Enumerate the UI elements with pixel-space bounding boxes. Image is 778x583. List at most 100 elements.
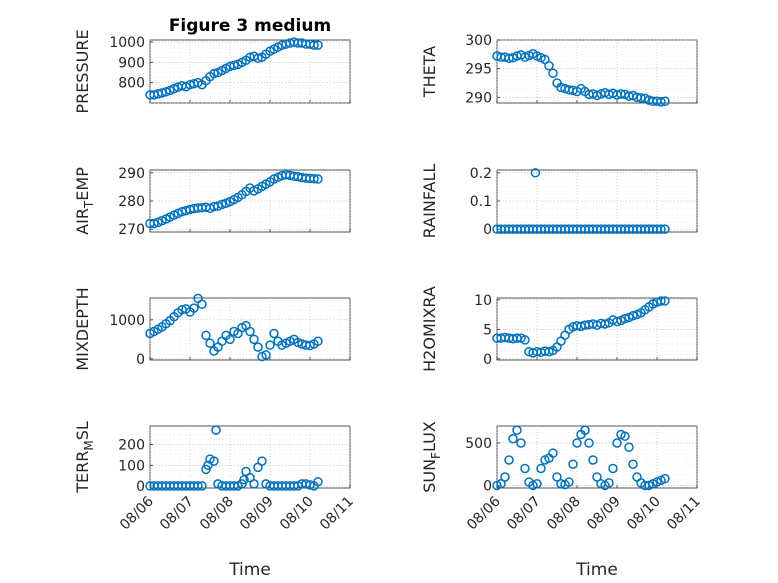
- data-point: [309, 40, 319, 50]
- subplot-8: 08/06 08/07 08/08 08/09 08/10 08/11 0 500 SUNFLU…: [420, 421, 704, 580]
- x-tick-label: 08/11: [664, 494, 704, 534]
- subplot-4: 0 0.1 0.2 RAINFALL: [420, 164, 698, 239]
- data-point: [604, 478, 614, 488]
- data-point: [520, 335, 530, 345]
- y-axis-label: SUNFLUX: [420, 421, 443, 493]
- series-markers: [492, 425, 670, 491]
- data-point: [600, 319, 610, 329]
- data-point: [532, 479, 542, 489]
- x-tick-label: 08/08: [197, 494, 237, 534]
- data-point: [656, 224, 666, 234]
- y-tick-label: 5: [483, 322, 492, 338]
- data-point: [496, 479, 506, 489]
- data-point: [592, 472, 602, 482]
- data-point: [588, 455, 598, 465]
- data-point: [209, 68, 219, 79]
- y-axis-label: THETA: [420, 46, 439, 98]
- data-point: [261, 350, 271, 360]
- y-tick-label: 0: [483, 222, 492, 238]
- data-point: [189, 303, 199, 313]
- data-point: [313, 40, 323, 50]
- y-tick-label: 290: [118, 166, 145, 182]
- data-point: [508, 433, 518, 444]
- y-tick-label: 0: [483, 478, 492, 494]
- data-point: [516, 438, 526, 448]
- data-point: [201, 330, 211, 341]
- x-axis-label: Time: [575, 560, 618, 580]
- data-point: [564, 477, 574, 487]
- data-point: [193, 481, 203, 491]
- data-point: [548, 448, 558, 458]
- data-point: [520, 463, 530, 474]
- y-tick-label: 1000: [109, 35, 145, 51]
- y-tick-label: 500: [465, 436, 492, 452]
- series-markers: [145, 170, 323, 229]
- data-point: [544, 346, 554, 357]
- data-point: [265, 340, 275, 350]
- y-tick-label: 200: [118, 438, 145, 454]
- axes-box: [149, 39, 351, 104]
- data-point: [161, 87, 171, 97]
- data-point: [572, 438, 582, 448]
- data-point: [197, 299, 207, 309]
- y-tick-label: 0: [483, 352, 492, 368]
- data-point: [249, 334, 259, 345]
- y-tick-label: 0: [136, 479, 145, 495]
- data-point: [197, 481, 207, 491]
- y-tick-label: 290: [465, 90, 492, 106]
- data-point: [552, 472, 562, 482]
- data-point: [580, 425, 590, 435]
- y-tick-label: 280: [118, 194, 145, 210]
- data-point: [612, 438, 622, 448]
- x-tick-label: 08/06: [117, 493, 157, 533]
- series-markers: [145, 37, 323, 100]
- series-markers: [492, 168, 670, 234]
- data-point: [239, 474, 249, 485]
- data-point: [620, 313, 630, 324]
- subplot-6: 0 5 10 H2OMIXRA: [420, 286, 698, 372]
- y-tick-label: 0.2: [470, 166, 492, 182]
- subplot-5: 0 1000 MIXDEPTH: [73, 287, 351, 371]
- y-axis-label: RAINFALL: [420, 164, 439, 239]
- data-point: [205, 338, 215, 348]
- x-tick-label: 08/07: [157, 494, 197, 534]
- y-axis-label: AIRTEMP: [73, 167, 96, 235]
- data-point: [660, 96, 670, 107]
- data-point: [608, 463, 618, 474]
- x-tick-label: 08/06: [464, 493, 504, 533]
- data-point: [628, 459, 638, 469]
- data-point: [656, 296, 666, 306]
- data-point: [225, 334, 235, 345]
- series-markers: [145, 425, 323, 491]
- series-markers: [145, 293, 323, 362]
- data-point: [269, 328, 279, 339]
- y-axis-label: TERRMSL: [73, 421, 96, 494]
- data-point: [245, 326, 255, 337]
- data-point: [584, 438, 594, 448]
- data-point: [313, 477, 323, 487]
- data-point: [257, 456, 267, 466]
- data-point: [544, 61, 554, 71]
- data-point: [548, 68, 558, 78]
- data-point: [313, 174, 323, 184]
- x-tick-label: 08/10: [277, 494, 317, 534]
- y-tick-label: 800: [118, 76, 145, 92]
- x-tick-label: 08/10: [624, 494, 664, 534]
- data-point: [660, 473, 670, 484]
- data-point: [313, 336, 323, 347]
- data-point: [530, 168, 541, 178]
- y-tick-label: 295: [465, 62, 492, 78]
- data-point: [536, 463, 546, 474]
- y-axis-label: H2OMIXRA: [420, 286, 439, 372]
- y-tick-label: 0.1: [470, 194, 492, 210]
- data-point: [612, 316, 622, 327]
- x-tick-label: 08/09: [584, 494, 624, 534]
- subplot-1: 800 900 1000 PRESSURE Figure 3 medium: [73, 16, 351, 114]
- data-point: [305, 480, 315, 490]
- data-point: [568, 459, 578, 469]
- y-tick-label: 0: [136, 352, 145, 368]
- data-point: [660, 224, 670, 234]
- y-tick-label: 270: [118, 222, 145, 238]
